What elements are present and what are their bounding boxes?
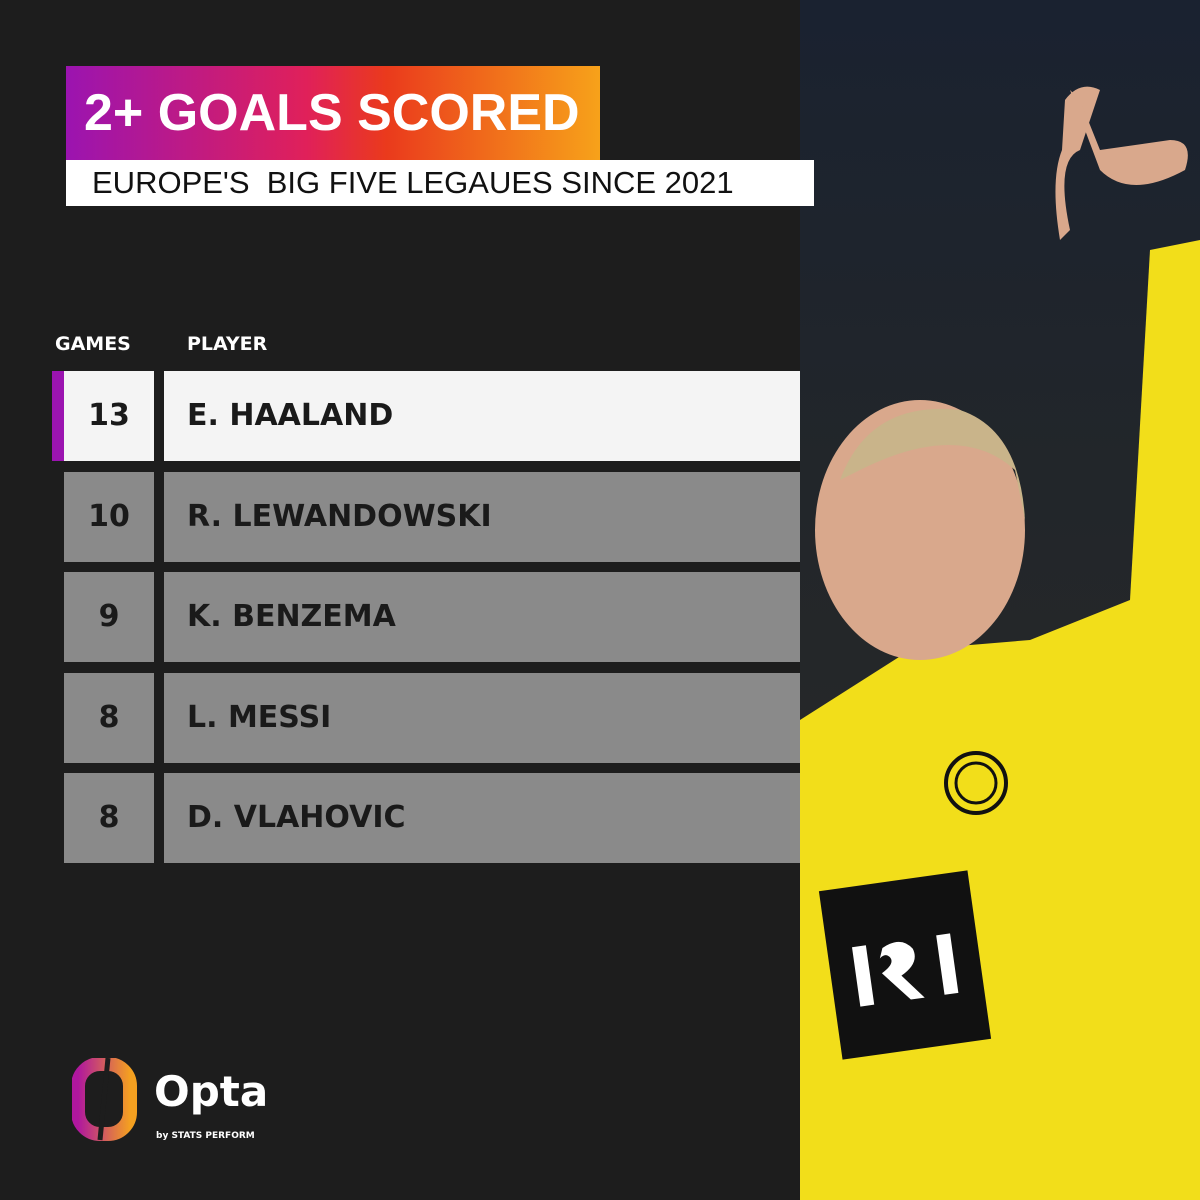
player-cell: K. BENZEMA bbox=[164, 572, 800, 662]
sponsor-logo bbox=[818, 870, 992, 1060]
opta-icon bbox=[71, 1057, 137, 1141]
games-cell: 10 bbox=[64, 472, 154, 562]
table-row: 9 K. BENZEMA bbox=[64, 572, 800, 662]
games-column-header: GAMES bbox=[55, 333, 131, 355]
opta-wordmark: Opta bbox=[154, 1067, 268, 1116]
club-crest bbox=[944, 751, 1008, 815]
opta-tagline: by STATS PERFORM bbox=[156, 1131, 255, 1141]
player-cell: D. VLAHOVIC bbox=[164, 773, 800, 863]
table-row: 8 D. VLAHOVIC bbox=[64, 773, 800, 863]
subtitle-banner: EUROPE'S BIG FIVE LEGAUES SINCE 2021 bbox=[66, 160, 814, 206]
games-cell: 8 bbox=[64, 773, 154, 863]
player-cell: E. HAALAND bbox=[164, 371, 800, 461]
opta-logo: Opta by STATS PERFORM bbox=[71, 1057, 332, 1152]
player-photo-illustration bbox=[800, 86, 1200, 1200]
highlight-accent bbox=[52, 371, 64, 461]
title-banner: 2+ GOALS SCORED bbox=[66, 66, 600, 160]
games-cell: 8 bbox=[64, 673, 154, 763]
games-cell: 9 bbox=[64, 572, 154, 662]
games-cell: 13 bbox=[64, 371, 154, 461]
table-row: 10 R. LEWANDOWSKI bbox=[64, 472, 800, 562]
table-row: 13 E. HAALAND bbox=[52, 371, 800, 461]
player-column-header: PLAYER bbox=[187, 333, 268, 355]
player-photo bbox=[800, 0, 1200, 1200]
player-cell: R. LEWANDOWSKI bbox=[164, 472, 800, 562]
table-row: 8 L. MESSI bbox=[64, 673, 800, 763]
player-cell: L. MESSI bbox=[164, 673, 800, 763]
